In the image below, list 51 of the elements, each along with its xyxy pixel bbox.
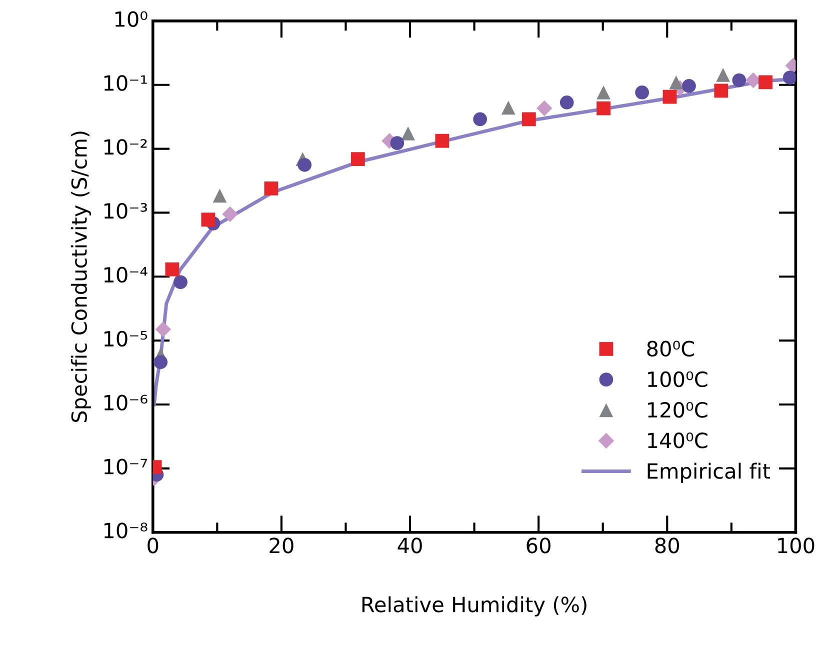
point: [635, 86, 650, 100]
y-tick-label: 10⁻⁸: [104, 522, 148, 538]
legend-label: 140⁰C: [648, 432, 708, 448]
y-tick-label: 10⁻¹: [104, 75, 147, 91]
legend-label: Empirical fit: [648, 462, 770, 483]
x-tick-label: 40: [398, 538, 422, 554]
y-tick-label: 10⁻⁶: [104, 394, 148, 411]
point: [682, 79, 696, 93]
x-tick-label: 60: [526, 538, 550, 554]
point: [782, 70, 796, 85]
y-tick-label: 10⁰: [115, 11, 148, 27]
point: [435, 134, 450, 148]
point: [390, 136, 404, 150]
point: [174, 275, 188, 290]
point: [222, 206, 238, 222]
point: [154, 355, 168, 370]
x-tick-label: 80: [655, 538, 680, 554]
point: [662, 90, 677, 104]
point: [165, 262, 180, 276]
y-axis-title: Specific Conductivity (S/cm): [70, 132, 92, 422]
point: [212, 188, 227, 203]
point: [716, 68, 730, 82]
point: [560, 96, 574, 110]
point: [596, 101, 610, 116]
point: [401, 126, 416, 140]
point: [298, 158, 312, 172]
y-tick-label: 10⁻⁵: [104, 330, 148, 347]
y-tick-label: 10⁻³: [104, 203, 147, 219]
point: [536, 100, 552, 116]
point: [155, 321, 172, 338]
y-tick-label: 10⁻⁷: [104, 458, 148, 474]
x-tick-label: 20: [270, 538, 294, 554]
legend-label: 100⁰C: [648, 371, 708, 388]
point: [201, 212, 216, 227]
point: [714, 84, 728, 98]
x-axis-title: Relative Humidity (%): [362, 596, 586, 616]
y-tick-label: 10⁻⁴: [104, 266, 148, 283]
x-tick-label: 0: [148, 538, 158, 554]
legend-label: 80⁰C: [647, 340, 694, 357]
point: [758, 75, 772, 90]
point: [501, 100, 516, 115]
point: [264, 181, 278, 196]
point: [473, 112, 488, 126]
point: [596, 86, 610, 100]
point: [669, 76, 684, 90]
point: [732, 73, 746, 88]
y-tick-label: 10⁻²: [104, 139, 147, 155]
point: [351, 152, 365, 166]
x-tick-label: 100: [778, 538, 814, 554]
legend-label: 120⁰C: [648, 402, 708, 418]
point: [522, 112, 536, 126]
